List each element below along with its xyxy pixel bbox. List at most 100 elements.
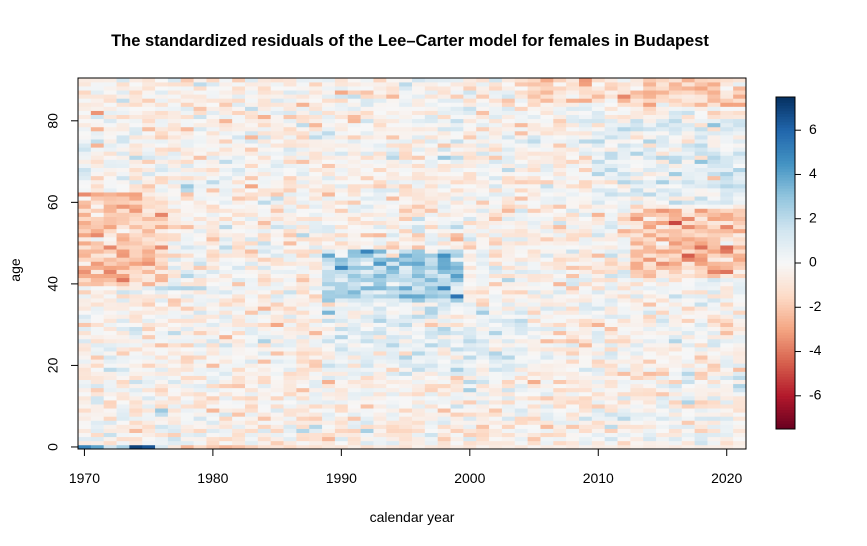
- heatmap-cell: [566, 179, 580, 185]
- heatmap-cell: [681, 404, 695, 409]
- heatmap-cell: [334, 306, 349, 311]
- heatmap-cell: [322, 257, 336, 262]
- heatmap-cell: [334, 196, 349, 201]
- heatmap-cell: [142, 90, 156, 95]
- heatmap-cell: [476, 245, 490, 250]
- heatmap-cell: [412, 420, 426, 425]
- heatmap-cell: [707, 196, 721, 201]
- heatmap-cell: [656, 343, 670, 348]
- heatmap-cell: [270, 400, 284, 405]
- heatmap-cell: [347, 163, 361, 168]
- heatmap-cell: [630, 208, 644, 213]
- heatmap-cell: [180, 155, 194, 160]
- heatmap-cell: [129, 404, 143, 409]
- heatmap-cell: [322, 408, 336, 413]
- heatmap-cell: [78, 318, 92, 323]
- heatmap-cell: [103, 383, 117, 389]
- heatmap-cell: [232, 94, 246, 99]
- heatmap-cell: [193, 428, 207, 433]
- heatmap-cell: [514, 391, 528, 397]
- heatmap-cell: [360, 416, 374, 421]
- heatmap-cell: [412, 359, 426, 364]
- colorbar-swatch: [776, 318, 795, 322]
- heatmap-cell: [681, 143, 695, 148]
- heatmap-cell: [527, 302, 541, 307]
- heatmap-cell: [424, 306, 438, 311]
- heatmap-cell: [142, 228, 156, 234]
- heatmap-cell: [283, 98, 297, 103]
- heatmap-cell: [167, 184, 182, 189]
- heatmap-cell: [501, 131, 516, 136]
- heatmap-cell: [604, 338, 618, 344]
- heatmap-cell: [450, 135, 464, 140]
- heatmap-cell: [90, 188, 104, 193]
- heatmap-cell: [180, 126, 194, 132]
- heatmap-cell: [206, 122, 220, 128]
- heatmap-cell: [155, 167, 169, 173]
- colorbar-swatch: [776, 390, 795, 394]
- heatmap-cell: [720, 147, 734, 152]
- heatmap-cell: [656, 90, 670, 95]
- heatmap-cell: [270, 135, 284, 140]
- heatmap-cell: [733, 131, 747, 136]
- heatmap-cell: [78, 290, 92, 295]
- heatmap-cell: [681, 355, 695, 360]
- heatmap-cell: [167, 139, 182, 144]
- heatmap-cell: [476, 294, 490, 299]
- heatmap-cell: [450, 94, 464, 99]
- heatmap-cell: [707, 375, 721, 380]
- colorbar-tick-label: -4: [809, 342, 822, 358]
- heatmap-cell: [681, 412, 695, 417]
- heatmap-cell: [707, 404, 721, 409]
- heatmap-cell: [283, 351, 297, 356]
- heatmap-cell: [309, 322, 323, 327]
- heatmap-cell: [103, 147, 117, 152]
- heatmap-cell: [78, 326, 92, 332]
- heatmap-cell: [733, 355, 747, 360]
- heatmap-cell: [643, 306, 657, 311]
- heatmap-cell: [78, 135, 92, 140]
- heatmap-cell: [155, 200, 169, 205]
- heatmap-cell: [553, 294, 567, 299]
- heatmap-cell: [155, 188, 169, 193]
- heatmap-cell: [527, 155, 541, 160]
- heatmap-cell: [501, 106, 516, 111]
- heatmap-cell: [463, 359, 477, 364]
- heatmap-cell: [167, 416, 182, 421]
- heatmap-cell: [232, 163, 246, 168]
- heatmap-cell: [720, 94, 734, 99]
- heatmap-cell: [373, 383, 387, 389]
- heatmap-cell: [270, 355, 284, 360]
- heatmap-cell: [694, 408, 708, 413]
- heatmap-cell: [270, 391, 284, 397]
- heatmap-cell: [373, 298, 387, 303]
- heatmap-cell: [489, 318, 503, 323]
- heatmap-cell: [245, 147, 259, 152]
- heatmap-cell: [514, 387, 528, 393]
- heatmap-cell: [527, 424, 541, 429]
- heatmap-cell: [527, 290, 541, 295]
- heatmap-cell: [373, 200, 387, 205]
- heatmap-cell: [257, 391, 271, 397]
- colorbar-swatch: [776, 282, 795, 286]
- heatmap-cell: [553, 98, 567, 103]
- heatmap-cell: [334, 436, 349, 442]
- heatmap-cell: [103, 363, 117, 368]
- heatmap-cell: [309, 155, 323, 160]
- heatmap-cell: [322, 245, 336, 250]
- heatmap-cell: [681, 196, 695, 201]
- heatmap-cell: [553, 318, 567, 323]
- heatmap-cell: [116, 159, 130, 164]
- heatmap-cell: [514, 281, 528, 287]
- heatmap-cell: [257, 444, 271, 450]
- heatmap-cell: [617, 151, 631, 156]
- heatmap-cell: [450, 334, 464, 340]
- heatmap-cell: [553, 334, 567, 340]
- heatmap-cell: [424, 102, 438, 107]
- heatmap-cell: [707, 338, 721, 344]
- heatmap-cell: [591, 404, 605, 409]
- heatmap-cell: [630, 273, 644, 279]
- heatmap-cell: [694, 281, 708, 287]
- heatmap-cell: [90, 94, 104, 99]
- heatmap-cell: [373, 420, 387, 425]
